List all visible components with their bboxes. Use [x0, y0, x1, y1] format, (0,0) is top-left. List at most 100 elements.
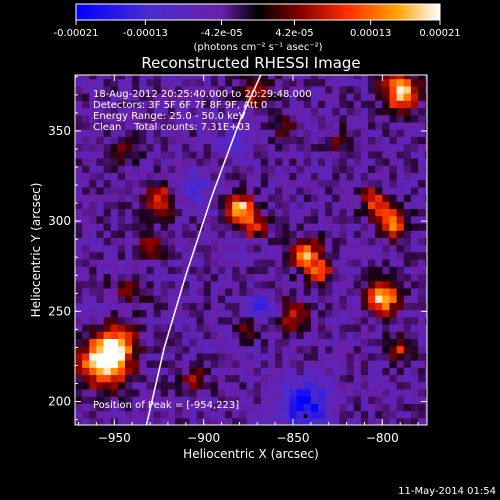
heatmap-cell [425, 251, 427, 260]
heatmap-cell [89, 186, 98, 195]
heatmap-cell [125, 331, 133, 340]
heatmap-cell [232, 85, 240, 94]
heatmap-cell [267, 222, 276, 231]
heatmap-cell [346, 287, 355, 296]
heatmap-cell [146, 114, 155, 123]
heatmap-cell [239, 396, 248, 404]
heatmap-cell [325, 302, 333, 311]
heatmap-cell [410, 259, 419, 267]
heatmap-cell [396, 186, 405, 195]
heatmap-cell [318, 179, 326, 188]
heatmap-cell [368, 417, 376, 425]
heatmap-cell [139, 381, 148, 390]
heatmap-cell [368, 410, 376, 419]
heatmap-cell [282, 396, 291, 404]
heatmap-cell [260, 295, 269, 303]
heatmap-cell [125, 121, 133, 130]
heatmap-cell [75, 129, 83, 137]
heatmap-cell [139, 121, 148, 130]
heatmap-cell [253, 287, 262, 296]
heatmap-cell [282, 251, 291, 260]
heatmap-cell [260, 201, 269, 210]
heatmap-cell [210, 244, 219, 253]
heatmap-cell [318, 186, 326, 195]
heatmap-cell [160, 143, 169, 152]
heatmap-cell [267, 208, 276, 217]
heatmap-cell [160, 396, 169, 404]
heatmap-cell [410, 143, 419, 152]
heatmap-cell [153, 107, 162, 116]
heatmap-cell [103, 410, 112, 419]
heatmap-cell [275, 273, 283, 282]
heatmap-cell [396, 143, 405, 152]
heatmap-cell [167, 273, 176, 282]
heatmap-cell [189, 266, 198, 275]
heatmap-cell [96, 215, 105, 224]
heatmap-cell [89, 381, 98, 390]
heatmap-cell [96, 295, 105, 303]
heatmap-cell [153, 114, 162, 123]
heatmap-cell [246, 114, 255, 123]
heatmap-cell [253, 403, 262, 412]
heatmap-cell [75, 295, 83, 303]
heatmap-cell [325, 186, 333, 195]
heatmap-cell [346, 273, 355, 282]
heatmap-cell [182, 403, 190, 412]
heatmap-cell [425, 157, 427, 166]
heatmap-cell [167, 201, 176, 210]
heatmap-cell [196, 237, 205, 246]
heatmap-cell [167, 309, 176, 318]
heatmap-cell [425, 237, 427, 246]
heatmap-cell [96, 75, 105, 80]
heatmap-cell [89, 388, 98, 397]
heatmap-cell [182, 230, 190, 238]
heatmap-cell [196, 172, 205, 181]
heatmap-cell [203, 259, 212, 267]
heatmap-cell [125, 309, 133, 318]
heatmap-cell [139, 374, 148, 383]
heatmap-cell [253, 201, 262, 210]
heatmap-cell [82, 352, 90, 361]
heatmap-cell [403, 374, 412, 383]
heatmap-cell [396, 244, 405, 253]
heatmap-cell [82, 165, 90, 174]
heatmap-cell [318, 295, 326, 303]
heatmap-cell [160, 129, 169, 137]
heatmap-cell [267, 266, 276, 275]
heatmap-cell [139, 331, 148, 340]
heatmap-cell [339, 316, 348, 325]
heatmap-cell [425, 295, 427, 303]
heatmap-cell [425, 165, 427, 174]
heatmap-cell [410, 179, 419, 188]
heatmap-cell [332, 165, 341, 174]
heatmap-cell [225, 273, 233, 282]
heatmap-cell [282, 194, 291, 202]
heatmap-cell [346, 323, 355, 332]
heatmap-cell [117, 388, 126, 397]
heatmap-cell [225, 331, 233, 340]
heatmap-cell [160, 338, 169, 347]
heatmap-cell [125, 367, 133, 376]
heatmap-cell [75, 114, 83, 123]
heatmap-cell [275, 331, 283, 340]
heatmap-cell [96, 136, 105, 145]
heatmap-cell [275, 266, 283, 275]
heatmap-cell [232, 222, 240, 231]
heatmap-cell [289, 287, 298, 296]
heatmap-cell [139, 100, 148, 109]
heatmap-cell [389, 295, 398, 303]
heatmap-cell [210, 136, 219, 145]
heatmap-cell [196, 194, 205, 202]
heatmap-cell [175, 172, 183, 181]
heatmap-cell [375, 388, 383, 397]
heatmap-cell [196, 244, 205, 253]
heatmap-cell [103, 345, 112, 354]
heatmap-cell [253, 302, 262, 311]
heatmap-cell [139, 201, 148, 210]
heatmap-cell [210, 331, 219, 340]
heatmap-cell [110, 302, 119, 311]
heatmap-cell [96, 374, 105, 383]
heatmap-cell [382, 295, 391, 303]
heatmap-cell [117, 143, 126, 152]
heatmap-cell [368, 201, 376, 210]
